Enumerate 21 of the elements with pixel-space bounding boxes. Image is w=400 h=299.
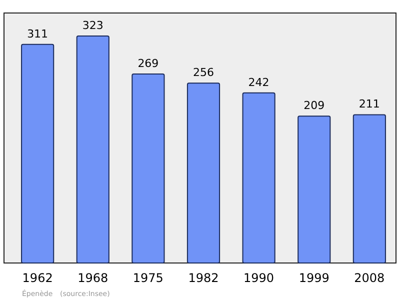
bar <box>298 116 331 264</box>
data-label: 211 <box>358 98 380 111</box>
data-label: 269 <box>138 56 159 70</box>
x-tick-label: 1962 <box>22 271 53 285</box>
data-label: 323 <box>82 19 104 32</box>
bar <box>76 36 110 264</box>
bar <box>186 82 220 264</box>
bar <box>132 73 165 264</box>
data-label: 311 <box>27 27 48 40</box>
x-tick-label: 1975 <box>132 271 164 285</box>
bar <box>21 44 54 264</box>
x-tick-label: 2008 <box>354 271 385 285</box>
bar <box>352 114 386 264</box>
data-label: 209 <box>304 99 325 112</box>
bar <box>242 92 276 264</box>
x-tick-label: 1982 <box>188 271 219 285</box>
data-label: 256 <box>193 66 214 80</box>
x-tick-label: 1968 <box>78 271 108 285</box>
data-label: 242 <box>248 76 270 89</box>
x-tick-label: 1990 <box>244 271 274 285</box>
x-tick-label: 1999 <box>298 271 330 285</box>
